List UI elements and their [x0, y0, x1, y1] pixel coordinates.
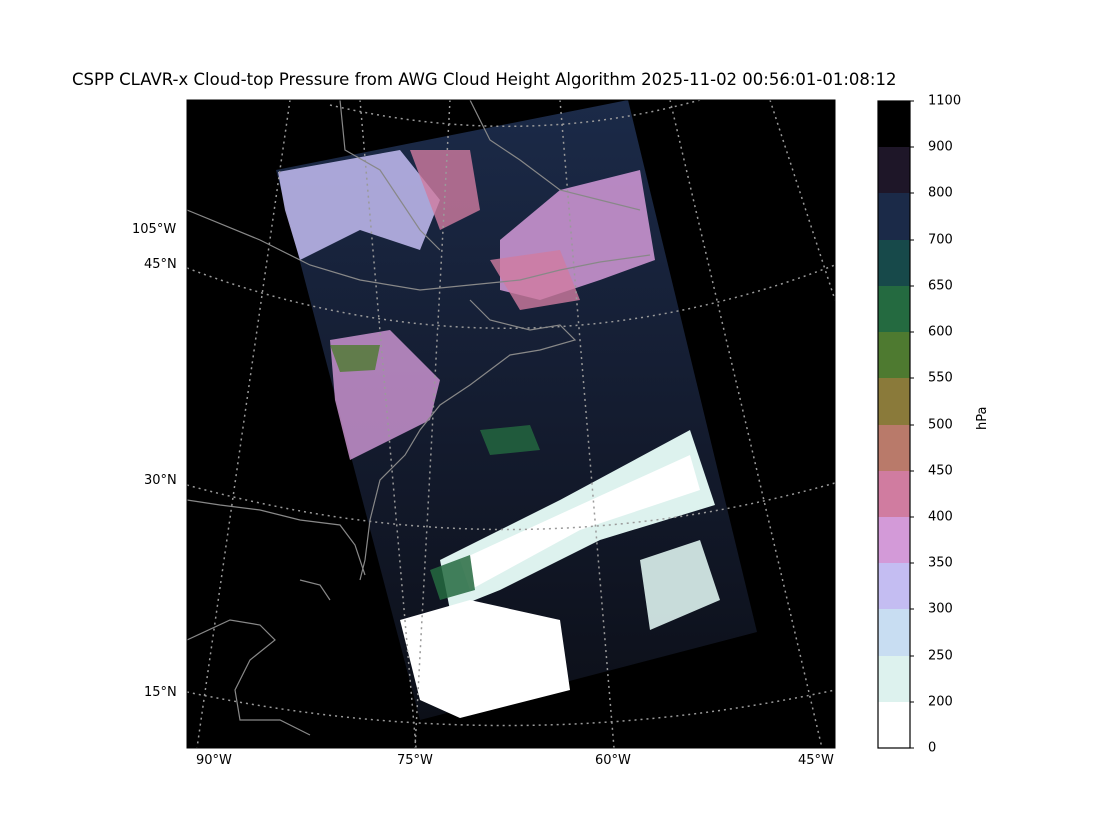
cloud-layer-green-south — [430, 555, 475, 600]
colorbar-tick-label: 550 — [928, 370, 953, 386]
colorbar-unit-label: hPa — [975, 406, 990, 430]
lon-label-90w: 90°W — [196, 753, 232, 768]
colorbar-tick-label: 450 — [928, 463, 953, 479]
colorbar-bin-200-250 — [878, 656, 910, 702]
cloud-layer-southeast-white — [640, 540, 720, 630]
colorbar-bin-350-400 — [878, 517, 910, 563]
lon-label-105w: 105°W — [132, 222, 177, 237]
colorbar-tick-label: 900 — [928, 139, 953, 155]
colorbar-bin-650-700 — [878, 240, 910, 286]
cloud-layer-green-patch — [330, 345, 380, 372]
colorbar-bin-900-1100 — [878, 101, 910, 147]
lon-label-75w: 75°W — [397, 753, 433, 768]
cloud-layer-south-white — [400, 600, 570, 718]
colorbar-bin-300-350 — [878, 563, 910, 609]
cloud-layer-east-pink — [490, 250, 580, 310]
colorbar-bin-550-600 — [878, 332, 910, 378]
colorbar-tick-label: 250 — [928, 648, 953, 664]
colorbar-bin-450-500 — [878, 425, 910, 471]
lat-label-30n: 30°N — [144, 473, 177, 488]
colorbar-tick-label: 500 — [928, 417, 953, 433]
lon-label-60w: 60°W — [595, 753, 631, 768]
cloud-layer-high-north — [278, 150, 440, 260]
colorbar-tick-label: 350 — [928, 555, 953, 571]
colorbar-tick-label: 650 — [928, 278, 953, 294]
colorbar-bin-600-650 — [878, 286, 910, 332]
page-title: CSPP CLAVR-x Cloud-top Pressure from AWG… — [72, 70, 897, 89]
lat-label-45n: 45°N — [144, 257, 177, 272]
colorbar-tick-label: 800 — [928, 185, 953, 201]
lon-label-45w: 45°W — [798, 753, 834, 768]
colorbar-tick-label: 0 — [928, 740, 937, 756]
meridian-lines — [196, 100, 835, 748]
map-frame — [186, 99, 836, 749]
colorbar-bin-0-200 — [878, 702, 910, 748]
colorbar-bin-500-550 — [878, 378, 910, 425]
parallel-lines — [187, 100, 835, 727]
colorbar-bin-400-450 — [878, 471, 910, 517]
lat-label-15n: 15°N — [144, 685, 177, 700]
colorbar-tick-label: 1100 — [928, 93, 962, 109]
colorbar — [877, 100, 914, 749]
colorbar-tick-label: 200 — [928, 694, 953, 710]
colorbar-bin-700-800 — [878, 193, 910, 240]
cloud-layer-green-sea — [480, 425, 540, 455]
colorbar-bin-250-300 — [878, 609, 910, 656]
colorbar-tick-label: 300 — [928, 601, 953, 617]
colorbar-tick-label: 400 — [928, 509, 953, 525]
colorbar-tick-label: 700 — [928, 232, 953, 248]
colorbar-bin-800-900 — [878, 147, 910, 193]
cloud-layer-white-band-core — [460, 455, 700, 590]
colorbar-tick-label: 600 — [928, 324, 953, 340]
coastlines — [187, 100, 651, 736]
